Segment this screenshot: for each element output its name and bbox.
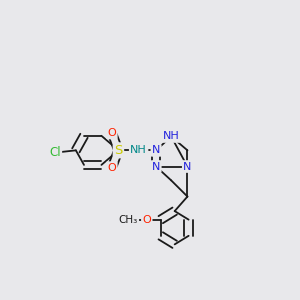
Text: N: N: [152, 161, 160, 172]
Text: NH: NH: [163, 131, 180, 142]
Text: S: S: [114, 144, 123, 157]
Text: Cl: Cl: [49, 146, 61, 159]
Text: CH₃: CH₃: [118, 214, 138, 225]
Text: O: O: [142, 214, 151, 225]
Text: O: O: [107, 163, 116, 173]
Text: O: O: [107, 128, 116, 138]
Text: NH: NH: [130, 145, 147, 155]
Text: N: N: [152, 145, 160, 155]
Text: N: N: [183, 161, 192, 172]
